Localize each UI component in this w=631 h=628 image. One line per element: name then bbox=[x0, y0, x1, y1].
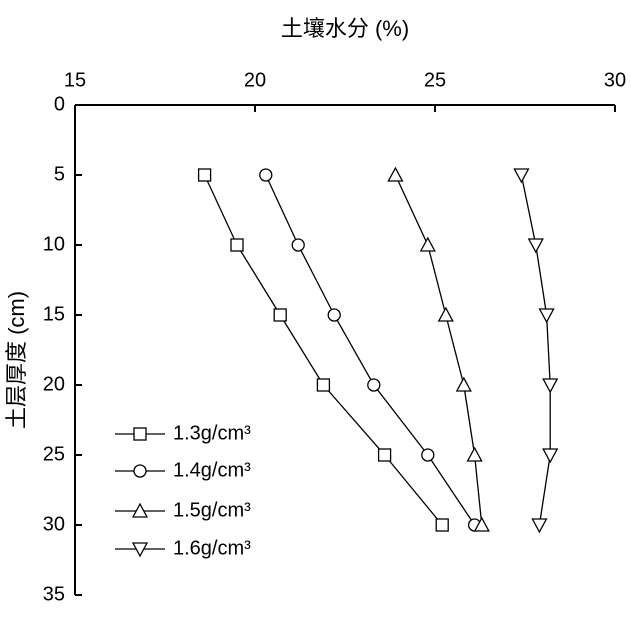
legend-label: 1.4g/cm³ bbox=[173, 459, 251, 481]
marker bbox=[542, 378, 559, 394]
marker bbox=[437, 306, 454, 322]
marker bbox=[367, 378, 381, 392]
marker bbox=[259, 168, 273, 182]
y-tick-label: 30 bbox=[43, 513, 65, 535]
series-line bbox=[265, 174, 476, 526]
series-line bbox=[204, 174, 443, 526]
series-line bbox=[394, 174, 483, 526]
x-tick-label: 30 bbox=[604, 69, 626, 91]
legend-label: 1.6g/cm³ bbox=[173, 537, 251, 559]
marker bbox=[473, 516, 490, 532]
legend-label: 1.3g/cm³ bbox=[173, 422, 251, 444]
y-axis-title: 土层厚度 (cm) bbox=[4, 291, 29, 429]
marker bbox=[291, 238, 305, 252]
series-line bbox=[520, 174, 551, 526]
y-tick-label: 25 bbox=[43, 443, 65, 465]
marker bbox=[316, 378, 331, 392]
marker bbox=[542, 448, 559, 464]
marker bbox=[531, 518, 548, 534]
marker bbox=[513, 168, 530, 184]
y-tick-label: 20 bbox=[43, 373, 65, 395]
marker bbox=[131, 542, 149, 558]
x-tick-label: 25 bbox=[424, 69, 446, 91]
marker bbox=[538, 308, 555, 324]
y-tick-label: 35 bbox=[43, 583, 65, 605]
marker bbox=[387, 166, 404, 182]
marker bbox=[273, 308, 287, 322]
marker bbox=[419, 236, 436, 252]
marker bbox=[377, 448, 392, 462]
x-axis-title: 土壤水分 (%) bbox=[281, 16, 409, 41]
marker bbox=[131, 502, 149, 518]
y-tick-label: 0 bbox=[54, 93, 65, 115]
x-tick-label: 15 bbox=[64, 69, 86, 91]
marker bbox=[421, 448, 435, 462]
x-tick-label: 20 bbox=[244, 69, 266, 91]
legend-label: 1.5g/cm³ bbox=[173, 499, 251, 521]
marker bbox=[455, 376, 472, 392]
marker bbox=[435, 518, 449, 532]
y-tick-label: 10 bbox=[43, 233, 65, 255]
y-tick-label: 15 bbox=[43, 303, 65, 325]
marker bbox=[466, 446, 483, 462]
y-tick-label: 5 bbox=[54, 163, 65, 185]
marker bbox=[197, 168, 212, 182]
marker bbox=[527, 238, 544, 254]
marker bbox=[327, 308, 341, 322]
marker bbox=[133, 464, 147, 478]
marker bbox=[133, 427, 147, 441]
marker bbox=[230, 238, 244, 252]
